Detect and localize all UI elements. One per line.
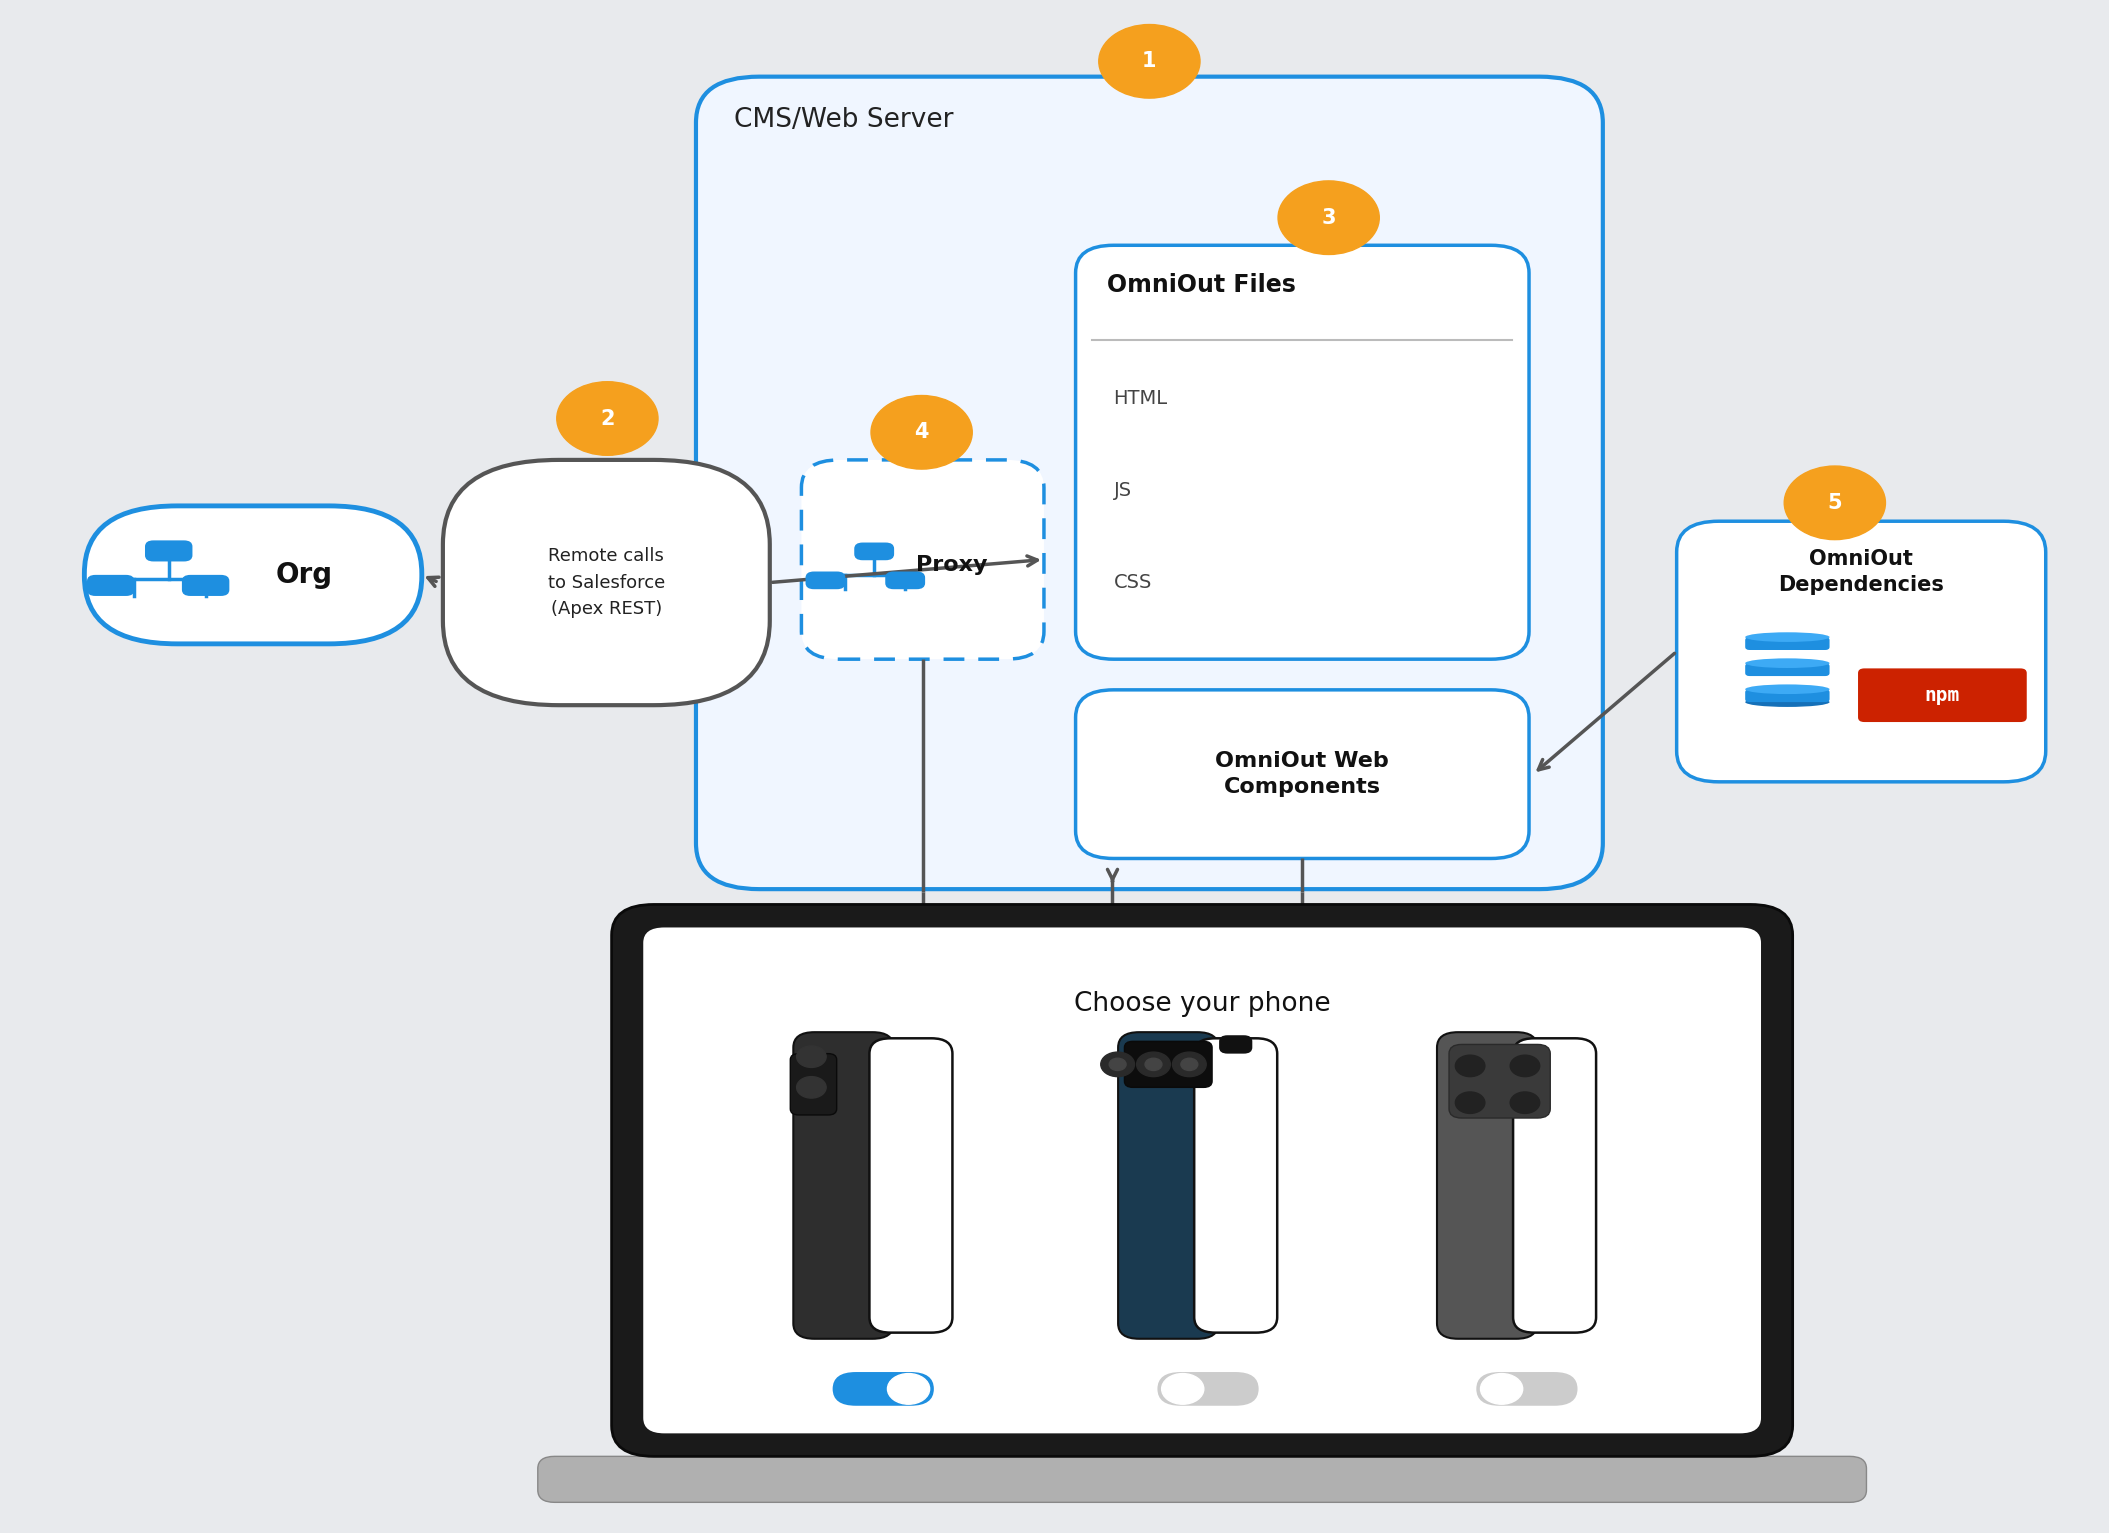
Text: npm: npm — [1926, 687, 1959, 705]
FancyBboxPatch shape — [1118, 1032, 1219, 1338]
Circle shape — [1784, 466, 1885, 540]
Circle shape — [1137, 1052, 1170, 1076]
Text: JS: JS — [1114, 481, 1133, 500]
FancyBboxPatch shape — [806, 572, 846, 589]
Circle shape — [1278, 181, 1379, 254]
FancyBboxPatch shape — [1746, 638, 1831, 650]
FancyBboxPatch shape — [886, 572, 926, 589]
Text: OmniOut Web
Components: OmniOut Web Components — [1215, 751, 1390, 797]
FancyBboxPatch shape — [1219, 1035, 1253, 1053]
FancyBboxPatch shape — [1076, 690, 1529, 858]
Circle shape — [797, 1076, 827, 1098]
FancyBboxPatch shape — [1746, 664, 1831, 676]
FancyBboxPatch shape — [833, 1372, 934, 1406]
FancyBboxPatch shape — [181, 575, 230, 596]
Circle shape — [1162, 1374, 1204, 1404]
FancyBboxPatch shape — [1124, 1041, 1213, 1087]
FancyBboxPatch shape — [1746, 690, 1831, 702]
FancyBboxPatch shape — [1158, 1372, 1259, 1406]
Circle shape — [1101, 1052, 1135, 1076]
Ellipse shape — [1746, 684, 1831, 694]
Circle shape — [1099, 25, 1200, 98]
FancyBboxPatch shape — [793, 1032, 894, 1338]
FancyBboxPatch shape — [696, 77, 1603, 889]
Circle shape — [797, 1046, 827, 1067]
FancyBboxPatch shape — [1449, 1044, 1550, 1118]
FancyBboxPatch shape — [791, 1053, 837, 1114]
Text: CMS/Web Server: CMS/Web Server — [734, 107, 953, 133]
FancyBboxPatch shape — [1076, 245, 1529, 659]
FancyBboxPatch shape — [84, 506, 422, 644]
FancyBboxPatch shape — [1436, 1032, 1537, 1338]
Text: HTML: HTML — [1114, 389, 1168, 408]
Text: Remote calls
to Salesforce
(Apex REST): Remote calls to Salesforce (Apex REST) — [548, 547, 664, 618]
Text: OmniOut
Dependencies: OmniOut Dependencies — [1778, 549, 1944, 595]
Ellipse shape — [1746, 698, 1831, 707]
Text: 2: 2 — [601, 408, 614, 429]
Circle shape — [1145, 1058, 1162, 1070]
FancyBboxPatch shape — [86, 575, 135, 596]
FancyBboxPatch shape — [146, 541, 192, 561]
FancyBboxPatch shape — [1476, 1372, 1578, 1406]
Ellipse shape — [1746, 658, 1831, 668]
FancyBboxPatch shape — [1512, 1038, 1597, 1332]
Circle shape — [1455, 1055, 1485, 1076]
FancyBboxPatch shape — [1858, 668, 2027, 722]
Circle shape — [1510, 1091, 1540, 1113]
Circle shape — [557, 382, 658, 455]
Text: 4: 4 — [915, 422, 928, 443]
FancyBboxPatch shape — [643, 927, 1761, 1433]
Circle shape — [1109, 1058, 1126, 1070]
Text: CSS: CSS — [1114, 573, 1152, 592]
Text: 1: 1 — [1143, 51, 1156, 72]
FancyBboxPatch shape — [869, 1038, 953, 1332]
Text: Org: Org — [274, 561, 333, 589]
FancyBboxPatch shape — [854, 543, 894, 560]
FancyBboxPatch shape — [1677, 521, 2046, 782]
FancyBboxPatch shape — [538, 1456, 1866, 1502]
Circle shape — [888, 1374, 930, 1404]
Circle shape — [1173, 1052, 1206, 1076]
Text: Proxy: Proxy — [915, 555, 987, 575]
Text: 3: 3 — [1322, 207, 1335, 228]
FancyBboxPatch shape — [1194, 1038, 1278, 1332]
Circle shape — [1510, 1055, 1540, 1076]
Circle shape — [1481, 1374, 1523, 1404]
FancyBboxPatch shape — [443, 460, 770, 705]
Circle shape — [871, 396, 972, 469]
FancyBboxPatch shape — [612, 904, 1793, 1456]
Text: OmniOut Files: OmniOut Files — [1107, 273, 1297, 297]
Text: Choose your phone: Choose your phone — [1073, 992, 1331, 1016]
Text: 5: 5 — [1829, 492, 1841, 514]
Circle shape — [1181, 1058, 1198, 1070]
FancyBboxPatch shape — [801, 460, 1044, 659]
Ellipse shape — [1746, 632, 1831, 642]
Circle shape — [1455, 1091, 1485, 1113]
